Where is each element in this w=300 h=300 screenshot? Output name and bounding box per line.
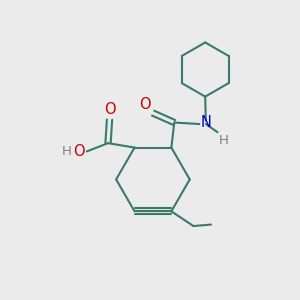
Text: O: O (73, 144, 85, 159)
Text: H: H (219, 134, 229, 147)
Text: O: O (139, 97, 151, 112)
Text: H: H (62, 145, 72, 158)
Text: N: N (201, 115, 212, 130)
Text: O: O (104, 102, 115, 117)
